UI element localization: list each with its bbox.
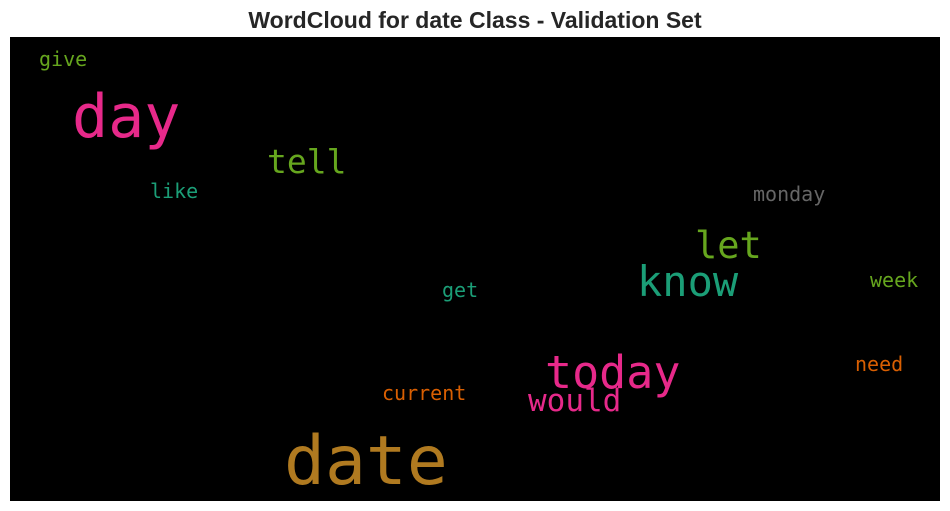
chart-title: WordCloud for date Class - Validation Se… [248, 7, 702, 33]
word-get: get [442, 278, 479, 302]
word-monday: monday [753, 182, 826, 206]
word-know: know [637, 257, 739, 306]
word-current: current [382, 381, 467, 405]
word-need: need [855, 352, 904, 376]
word-give: give [39, 47, 88, 71]
word-week: week [870, 268, 919, 292]
word-day: day [72, 82, 181, 152]
word-date: date [284, 422, 448, 501]
word-cloud: date day today know let tell would monda… [10, 37, 940, 501]
word-let: let [695, 224, 762, 267]
word-today: today [545, 346, 681, 399]
word-like: like [150, 179, 199, 203]
word-tell: tell [267, 142, 347, 181]
word-would: would [528, 383, 622, 419]
